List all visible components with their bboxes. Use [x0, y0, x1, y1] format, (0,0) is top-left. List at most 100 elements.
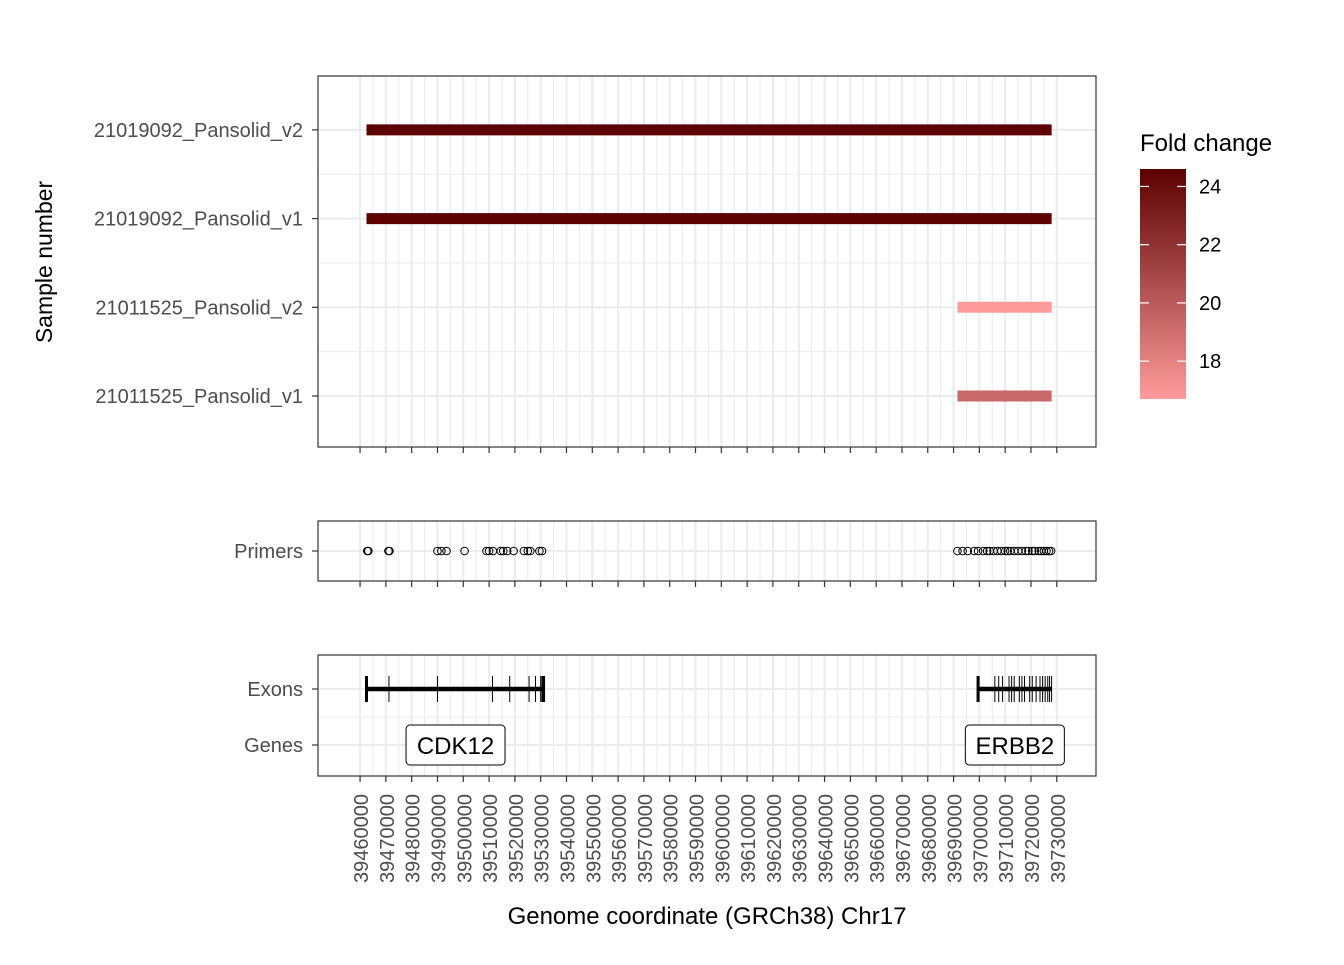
- y-tick-label: Genes: [244, 735, 303, 757]
- x-tick-label: 39720000: [1022, 794, 1044, 883]
- primers-panel: Primers: [234, 520, 1097, 587]
- x-axis-title: Genome coordinate (GRCh38) Chr17: [508, 903, 907, 930]
- primer-point: [502, 546, 512, 556]
- x-tick-label: 39560000: [609, 794, 631, 883]
- x-tick-label: 39640000: [816, 794, 838, 883]
- x-tick-label: 39600000: [712, 794, 734, 883]
- legend-tick-label: 20: [1199, 293, 1221, 315]
- y-axis-title: Sample number: [31, 180, 57, 343]
- legend-tick-label: 24: [1199, 176, 1221, 198]
- x-tick-label: 39630000: [790, 794, 812, 883]
- primer-point: [1046, 546, 1056, 556]
- y-tick-label: 21011525_Pansolid_v1: [95, 386, 303, 408]
- x-tick-label: 39650000: [841, 794, 863, 883]
- gene-track-x-ticks: 39460000 39470000 39480000 39490000 39500000…: [351, 776, 1070, 883]
- primer-point: [442, 546, 451, 556]
- primer-point: [460, 546, 469, 556]
- primer-point: [996, 546, 1006, 556]
- x-tick-label: 39550000: [583, 794, 605, 883]
- primer-point: [1003, 546, 1013, 556]
- fold-change-x-ticks: [359, 447, 1058, 453]
- y-tick-label: 21011525_Pansolid_v2: [95, 297, 303, 319]
- primer-point: [519, 546, 529, 556]
- legend-title: Fold change: [1140, 130, 1272, 157]
- primers-x-ticks: [359, 581, 1058, 587]
- legend-colorbar: [1140, 169, 1186, 399]
- primer-point: [978, 546, 988, 556]
- y-tick-label: Exons: [247, 679, 303, 701]
- x-tick-label: 39620000: [764, 794, 786, 883]
- gene-label-box: [405, 724, 506, 766]
- legend-tick-label: 22: [1199, 235, 1221, 257]
- y-tick-label: Primers: [234, 541, 303, 563]
- x-tick-label: 39490000: [428, 794, 450, 883]
- x-tick-label: 39690000: [945, 794, 967, 883]
- primer-point: [385, 546, 394, 556]
- primer-point: [1044, 546, 1054, 556]
- fold-change-panel-border: [317, 75, 1097, 448]
- exon-block: [541, 676, 545, 702]
- primer-point: [509, 546, 518, 556]
- x-tick-label: 39520000: [506, 794, 528, 883]
- primer-point: [1030, 546, 1040, 556]
- gene-model: CDK12: [365, 676, 546, 766]
- primer-point: [1000, 546, 1010, 556]
- x-tick-label: 39590000: [687, 794, 709, 883]
- x-tick-label: 39480000: [403, 794, 425, 883]
- primer-point: [526, 546, 535, 556]
- gene-track-panel-border: [317, 654, 1097, 777]
- x-tick-label: 39670000: [893, 794, 915, 883]
- x-tick-label: 39460000: [351, 794, 373, 883]
- primer-point: [969, 546, 979, 556]
- primer-point: [482, 546, 491, 556]
- gene-label: ERBB2: [975, 733, 1054, 760]
- primer-point: [1017, 546, 1027, 556]
- primer-point: [958, 546, 967, 556]
- x-tick-label: 39700000: [970, 794, 992, 883]
- y-tick-label: 21019092_Pansolid_v1: [94, 209, 303, 231]
- gene-models: CDK12 ERBB2: [365, 676, 1065, 766]
- primer-point: [437, 546, 446, 556]
- primer-point: [496, 546, 505, 556]
- x-tick-label: 39530000: [532, 794, 554, 883]
- primer-point: [953, 546, 962, 556]
- primer-point: [1021, 546, 1031, 556]
- x-tick-label: 39660000: [867, 794, 889, 883]
- gene-model: ERBB2: [964, 676, 1065, 766]
- gene-label: CDK12: [417, 733, 494, 760]
- primer-point: [982, 546, 992, 556]
- legend-ticks: 18 20 22 24: [1140, 176, 1221, 373]
- x-tick-label: 39730000: [1048, 794, 1070, 883]
- primers-tick-label: Primers: [234, 541, 318, 563]
- x-tick-label: 39510000: [480, 794, 502, 883]
- primer-point: [1042, 546, 1051, 556]
- x-tick-label: 39610000: [738, 794, 760, 883]
- x-tick-label: 39680000: [919, 794, 941, 883]
- x-tick-label: 39470000: [377, 794, 399, 883]
- primer-point: [973, 546, 983, 556]
- gene-label-box: [964, 724, 1065, 766]
- primer-point: [963, 546, 973, 556]
- primer-point: [498, 546, 508, 556]
- primer-point: [1027, 546, 1037, 556]
- primer-point: [535, 546, 544, 556]
- x-tick-label: 39500000: [454, 794, 476, 883]
- x-tick-label: 39580000: [661, 794, 683, 883]
- primer-point: [1024, 546, 1033, 556]
- legend-tick-label: 18: [1199, 351, 1221, 373]
- primer-point: [537, 546, 547, 556]
- x-tick-label: 39570000: [635, 794, 657, 883]
- primer-point: [433, 546, 442, 556]
- x-tick-label: 39540000: [557, 794, 579, 883]
- primer-points: [362, 546, 1056, 556]
- fold-change-gridlines: [318, 76, 1096, 447]
- x-tick-label: 39710000: [996, 794, 1018, 883]
- primer-point: [523, 546, 533, 556]
- sample-tick-labels: 21011525_Pansolid_v1 21011525_Pansolid_v2…: [94, 120, 318, 408]
- gene-track-tick-labels: Exons Genes: [244, 679, 318, 757]
- fold-change-legend: Fold change 18 20 22 24: [1140, 130, 1272, 399]
- primer-point: [484, 546, 494, 556]
